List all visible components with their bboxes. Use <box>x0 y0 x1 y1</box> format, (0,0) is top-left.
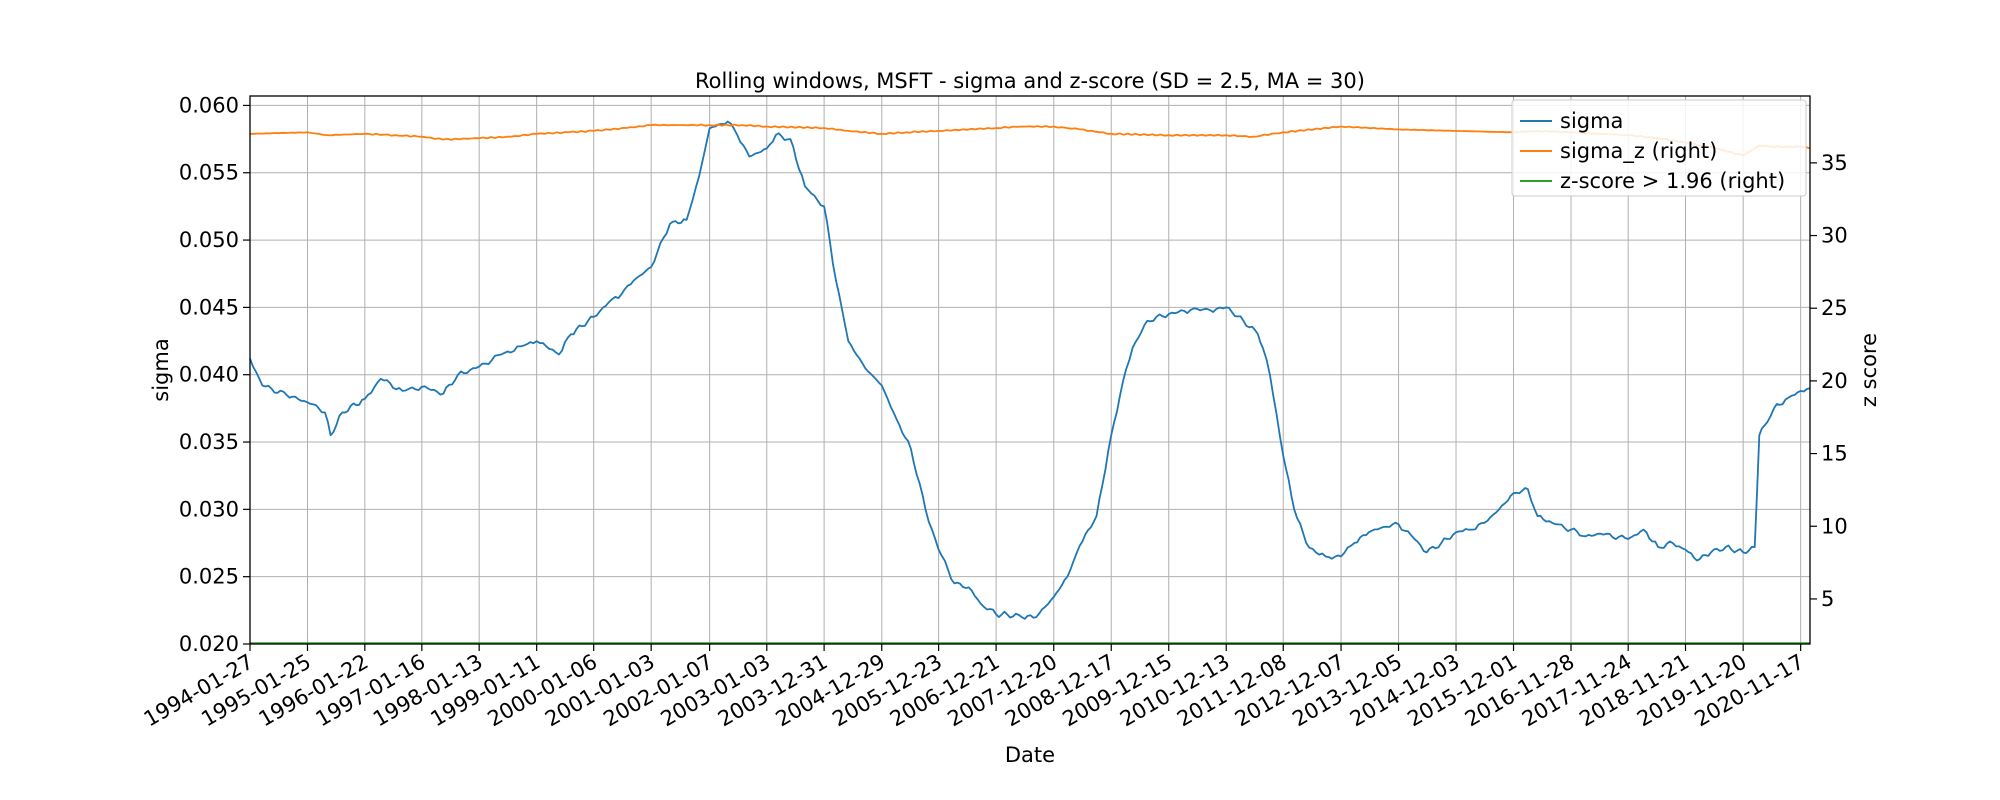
axes-frame <box>249 95 1811 645</box>
y-left-tick-label: 0.060 <box>179 93 239 117</box>
y-left-tick-label: 0.035 <box>179 430 239 454</box>
right-y-axis: 5 10 15 20 25 30 35 <box>1810 151 1848 611</box>
legend-label-z-threshold: z-score > 1.96 (right) <box>1560 169 1785 193</box>
y-left-tick-label: 0.020 <box>179 632 239 656</box>
legend-label-sigma-z: sigma_z (right) <box>1560 139 1717 164</box>
y-right-tick-label: 10 <box>1821 514 1848 538</box>
y-left-tick-label: 0.025 <box>179 565 239 589</box>
y-right-tick-label: 25 <box>1821 296 1848 320</box>
y-left-tick-label: 0.045 <box>179 295 239 319</box>
y-right-tick-label: 30 <box>1821 224 1848 248</box>
y-right-tick-label: 5 <box>1821 587 1834 611</box>
y-axis-label-right: z score <box>1857 333 1881 407</box>
y-left-tick-label: 0.040 <box>179 363 239 387</box>
series-line-sigma <box>249 120 1811 620</box>
y-right-tick-label: 20 <box>1821 369 1848 393</box>
y-right-tick-label: 15 <box>1821 442 1848 466</box>
legend-box <box>1511 99 1807 197</box>
left-y-axis: 0.020 0.025 0.030 0.035 0.040 0.045 0.050 0.055… <box>179 93 250 656</box>
y-right-tick-label: 35 <box>1821 151 1848 175</box>
y-left-tick-label: 0.055 <box>179 161 239 185</box>
legend: sigma sigma_z (right) z-score > 1.96 (ri… <box>1511 99 1807 197</box>
legend-label-sigma: sigma <box>1560 109 1623 133</box>
x-axis-label: Date <box>1005 743 1055 767</box>
chart-title: Rolling windows, MSFT - sigma and z-scor… <box>695 69 1365 93</box>
y-left-tick-label: 0.030 <box>179 497 239 521</box>
y-axis-label-left: sigma <box>149 338 173 401</box>
y-left-tick-label: 0.050 <box>179 228 239 252</box>
